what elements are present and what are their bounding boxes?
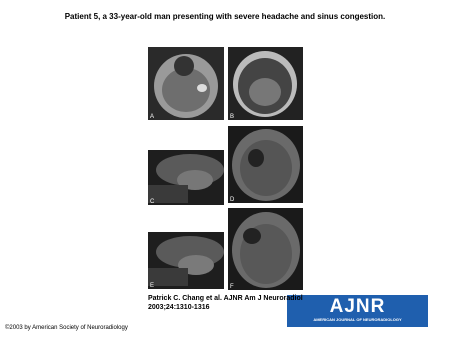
- panel-label: B: [230, 114, 234, 120]
- slide-title: Patient 5, a 33-year-old man presenting …: [64, 12, 386, 21]
- panel-label: E: [150, 283, 154, 289]
- journal-logo: AJNR AMERICAN JOURNAL OF NEURORADIOLOGY: [287, 295, 428, 327]
- panel-label: C: [150, 199, 155, 205]
- panel-label: D: [230, 197, 235, 203]
- panel-label: F: [230, 284, 234, 290]
- panel-label: A: [150, 114, 154, 120]
- panel-a: A: [148, 47, 224, 120]
- citation: Patrick C. Chang et al. AJNR Am J Neuror…: [148, 295, 303, 302]
- logo-subtitle: AMERICAN JOURNAL OF NEURORADIOLOGY: [313, 317, 402, 322]
- panel-e: E: [148, 232, 224, 289]
- panel-c: C: [148, 150, 224, 205]
- panel-b: B: [228, 47, 303, 120]
- panel-d: D: [228, 126, 303, 203]
- copyright: ©2003 by American Society of Neuroradiol…: [5, 325, 128, 331]
- citation: 2003;24:1310-1316: [148, 304, 210, 311]
- panel-f: F: [228, 208, 303, 290]
- logo-name: AJNR: [329, 296, 386, 317]
